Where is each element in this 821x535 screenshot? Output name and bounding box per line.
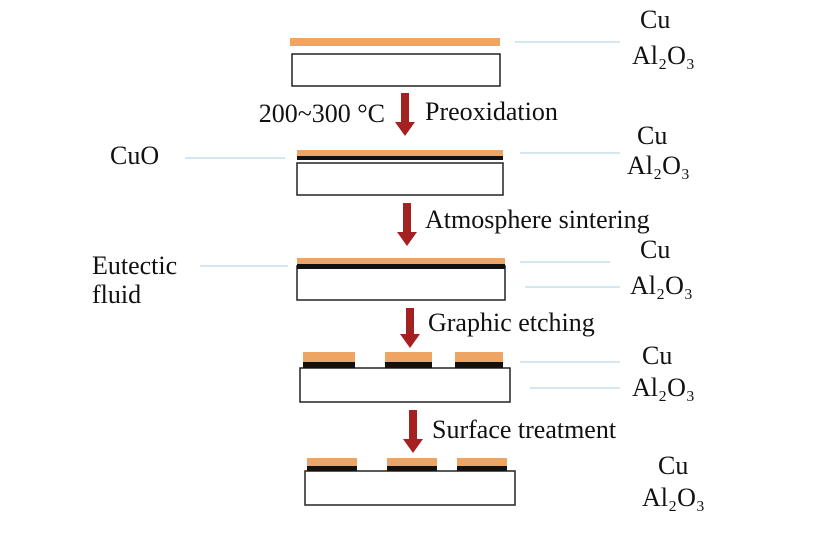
left-label: Eutectic bbox=[92, 251, 177, 280]
al2o3-substrate bbox=[291, 53, 501, 87]
cu-pad bbox=[303, 352, 355, 362]
stage-5: Cu Al₂O₃ bbox=[304, 451, 705, 512]
layer-label: Cu bbox=[640, 5, 670, 34]
bond-layer bbox=[303, 362, 355, 368]
cu-layer bbox=[297, 258, 505, 264]
cu-pad bbox=[307, 458, 357, 466]
layer-label: Cu bbox=[640, 235, 670, 264]
cu-pad bbox=[385, 352, 432, 362]
al2o3-substrate bbox=[296, 265, 506, 301]
layer-label: Al₂O₃ bbox=[642, 483, 705, 512]
process-arrow bbox=[400, 308, 420, 348]
bond-layer bbox=[307, 466, 357, 471]
al2o3-substrate bbox=[296, 162, 504, 196]
left-label: CuO bbox=[110, 141, 159, 170]
layer-label: Al₂O₃ bbox=[632, 41, 695, 70]
cu-layer bbox=[297, 150, 503, 156]
step-label: Atmosphere sintering bbox=[425, 205, 650, 234]
stage-4: Cu Al₂O₃ bbox=[299, 341, 695, 403]
bond-layer bbox=[385, 362, 432, 368]
al2o3-substrate bbox=[299, 367, 511, 403]
layer-label: Al₂O₃ bbox=[630, 271, 693, 300]
stage-3: Eutectic fluid Cu Al₂O₃ bbox=[92, 235, 693, 309]
cu-pad bbox=[455, 352, 503, 362]
step-condition: 200~300 °C bbox=[259, 99, 385, 128]
process-arrow bbox=[403, 410, 423, 453]
layer-label: Cu bbox=[642, 341, 672, 370]
layer-label: Al₂O₃ bbox=[632, 373, 695, 402]
layer-label: Cu bbox=[637, 121, 667, 150]
process-arrow bbox=[397, 203, 417, 246]
bond-layer bbox=[455, 362, 503, 368]
cu-layer bbox=[290, 38, 500, 46]
cu-pad bbox=[457, 458, 507, 466]
step-label: Graphic etching bbox=[428, 308, 595, 337]
left-label: fluid bbox=[92, 280, 141, 309]
bond-layer bbox=[457, 466, 507, 471]
cu-pad bbox=[387, 458, 437, 466]
layer-label: Al₂O₃ bbox=[627, 151, 690, 180]
stage-1: Cu Al₂O₃ bbox=[290, 5, 695, 87]
step-label: Preoxidation bbox=[425, 97, 558, 126]
step-label: Surface treatment bbox=[432, 415, 617, 444]
eutectic-layer bbox=[297, 264, 505, 269]
al2o3-substrate bbox=[304, 470, 516, 506]
cuo-layer bbox=[297, 156, 503, 160]
layer-label: Cu bbox=[658, 451, 688, 480]
process-arrow bbox=[395, 93, 415, 136]
stage-2: CuO Cu Al₂O₃ bbox=[110, 121, 690, 196]
bond-layer bbox=[387, 466, 437, 471]
